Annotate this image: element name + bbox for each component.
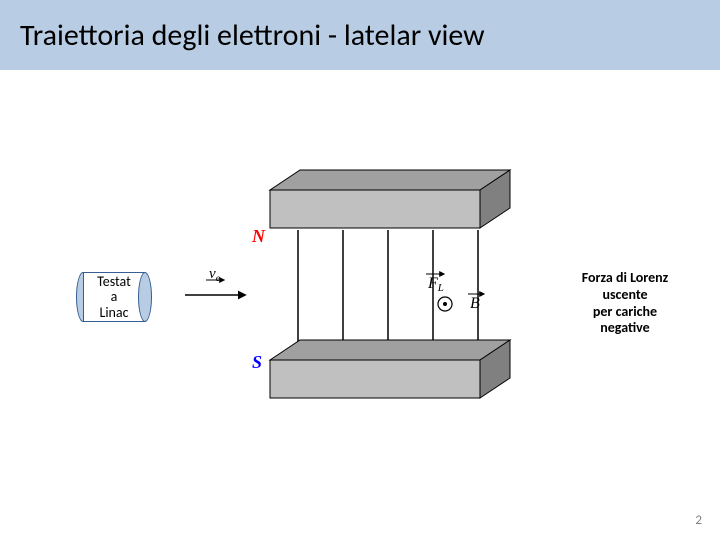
svg-text:ve: ve bbox=[209, 266, 221, 284]
svg-text:S: S bbox=[252, 352, 262, 372]
svg-text:FL: FL bbox=[427, 275, 444, 294]
lorenz-caption: Forza di Lorenz uscente per cariche nega… bbox=[565, 270, 685, 337]
page-number: 2 bbox=[695, 513, 702, 528]
svg-text:B: B bbox=[470, 295, 480, 312]
title-bar: Traiettoria degli elettroni - latelar vi… bbox=[0, 0, 720, 70]
slide-title: Traiettoria degli elettroni - latelar vi… bbox=[20, 17, 485, 54]
diagram: Testat a Linac veNSFLB Forza di Lorenz u… bbox=[0, 70, 720, 500]
svg-text:N: N bbox=[251, 226, 266, 246]
